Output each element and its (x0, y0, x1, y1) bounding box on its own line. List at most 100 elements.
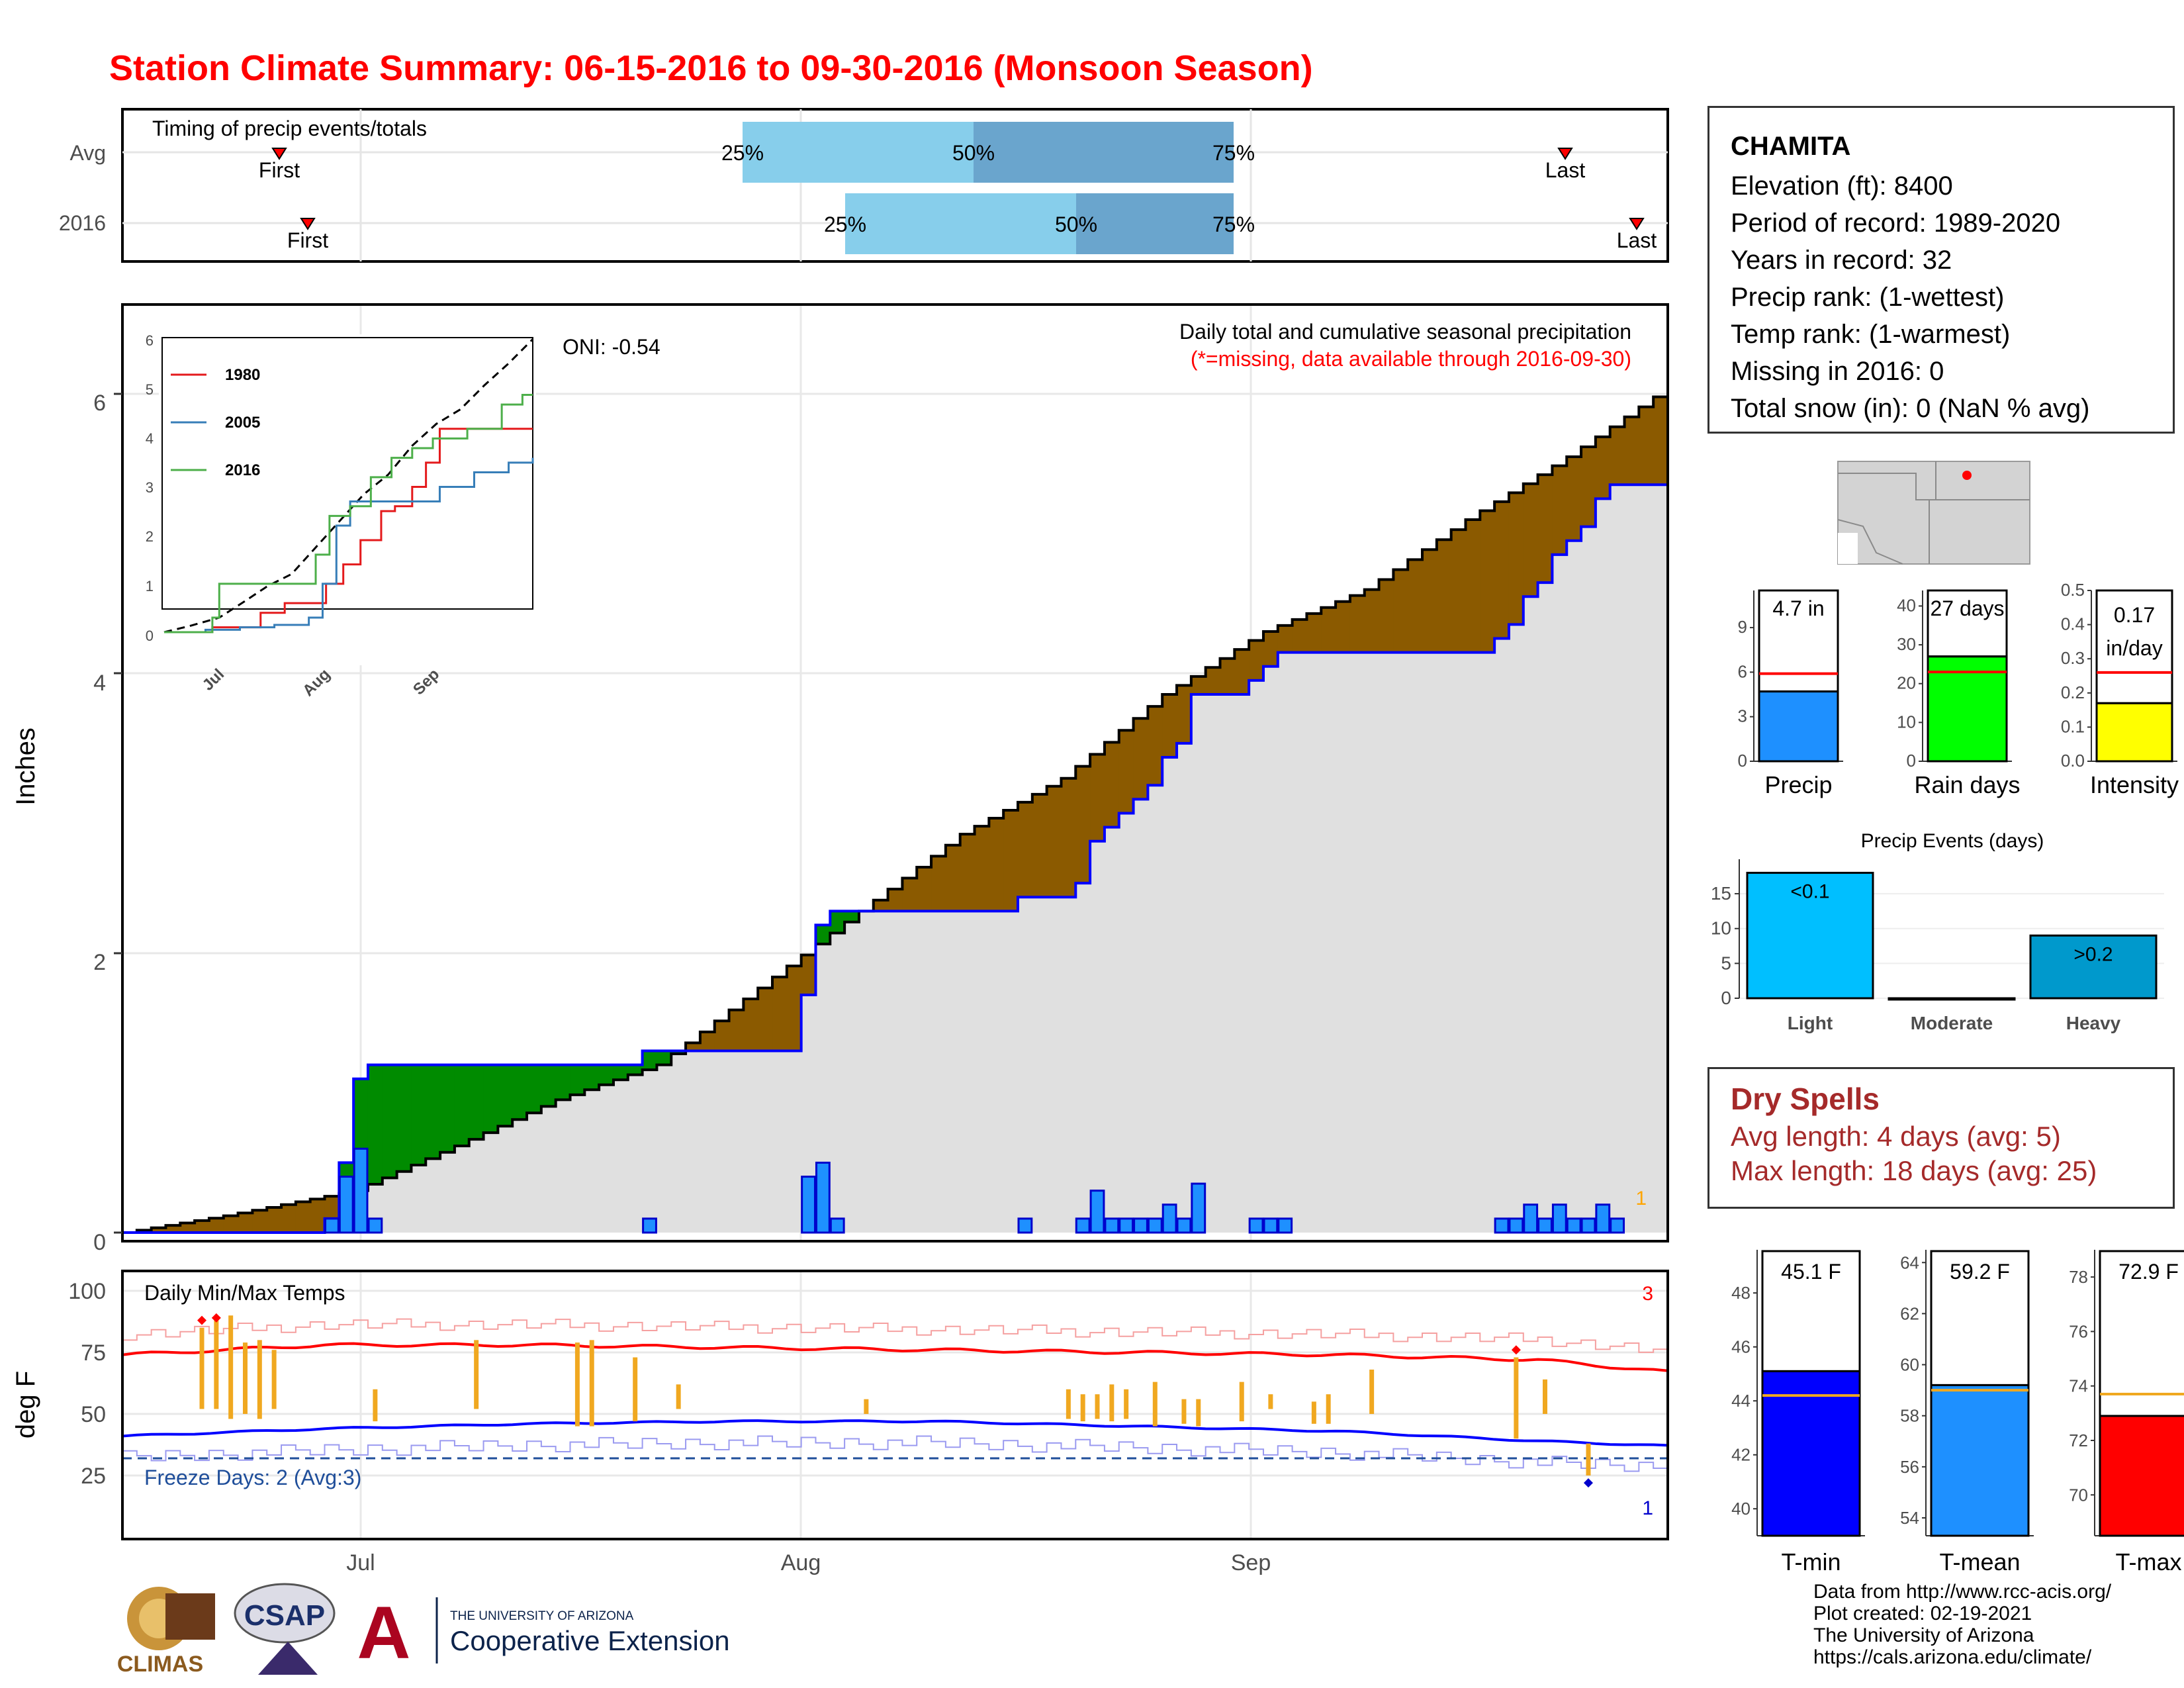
surplus-area (642, 1051, 658, 1070)
temp-summary-ytick: 72 (2069, 1430, 2088, 1450)
deficit-area (1364, 589, 1380, 653)
surplus-area (627, 1064, 643, 1075)
deficit-area (1205, 667, 1221, 695)
daily-precip-bar (1277, 1217, 1293, 1234)
ytick-label: 0 (93, 1230, 106, 1251)
deficit-area (208, 1218, 224, 1233)
state-border (1838, 473, 1930, 564)
y2016-first-label: First (287, 228, 328, 252)
dry-spells-max: Max length: 18 days (avg: 25) (1731, 1155, 2097, 1186)
events-bar (1888, 997, 2016, 1001)
deficit-area (180, 1223, 195, 1233)
temp-summary-ytick: 70 (2069, 1485, 2088, 1505)
deficit-area (714, 1021, 730, 1051)
timing-panel: Timing of precip events/totals Avg 2016 … (59, 108, 1669, 263)
surplus-area (426, 1064, 441, 1159)
station-line: Years in record: 32 (1731, 246, 1952, 275)
deficit-area (1003, 810, 1019, 912)
deficit-area (1017, 802, 1033, 898)
deficit-area (1436, 539, 1452, 653)
temp-value-bar (2099, 1415, 2184, 1537)
precip-yticks: 0 2 4 6 (93, 391, 106, 1251)
surplus-area (844, 911, 860, 922)
map-outside (1838, 533, 1858, 564)
temp-value-bar (1930, 1383, 2030, 1537)
summary-ytick: 0 (1738, 751, 1747, 771)
temp-summary-bar-1: 54 56 58 60 62 64 59.2 F T-mean (1900, 1250, 2034, 1575)
deficit-area (801, 955, 817, 996)
inset-ytick: 1 (146, 578, 154, 594)
ytick-label: 4 (93, 671, 106, 696)
surplus-area (541, 1064, 557, 1107)
temp-summary-ytick: 40 (1731, 1499, 1751, 1519)
summary-value-bar (1927, 655, 2008, 763)
deficit-area (1379, 579, 1394, 653)
deficit-area (1177, 685, 1192, 743)
summary-value-bar (1758, 690, 1839, 763)
deficit-area (772, 976, 788, 1051)
min-record-count: 1 (1642, 1497, 1653, 1519)
summary-value-label: 0.17 (2114, 603, 2155, 627)
events-ytick: 15 (1711, 883, 1731, 904)
oni-label: ONI: -0.54 (563, 335, 660, 359)
avg-p50-label: 50% (952, 141, 995, 165)
deficit-area (729, 1009, 744, 1051)
record-max-marker (211, 1313, 221, 1323)
events-ytick: 0 (1721, 988, 1731, 1008)
deficit-area (151, 1227, 167, 1233)
station-line: Temp rank: (1-warmest) (1731, 320, 2011, 349)
inset-legend: 1980 2005 2016 (171, 366, 260, 479)
events-ytick: 5 (1721, 953, 1731, 973)
temp-summary-bar-0: 40 42 44 46 48 45.1 F T-min (1731, 1250, 1865, 1575)
surplus-area (555, 1064, 571, 1100)
inset-chart: 0 1 2 3 4 5 6 Jul Aug Sep 1980 2005 2016 (146, 332, 536, 700)
ytick-label: 50 (81, 1402, 106, 1427)
deficit-area (743, 999, 758, 1051)
deficit-area (324, 1196, 340, 1219)
inset-series-2016 (164, 393, 533, 633)
precip-events-chart: Precip Events (days) 0 5 10 15 <0.1 Light Mode… (1711, 830, 2164, 1033)
max-record-count: 3 (1642, 1283, 1653, 1305)
record-max-marker (1511, 1345, 1521, 1355)
summary-ytick: 0.3 (2061, 648, 2085, 668)
deficit-area (1349, 595, 1365, 653)
inset-ytick: 2 (146, 528, 154, 545)
x-axis-labels: Jul Aug Sep (346, 1550, 1271, 1575)
inset-avg-line (163, 338, 534, 633)
events-category-label: Light (1788, 1013, 1833, 1033)
daily-precip-bar (1610, 1217, 1625, 1234)
daily-precip-bar (815, 1161, 831, 1234)
ua-small-text: THE UNIVERSITY OF ARIZONA (450, 1609, 634, 1623)
surplus-area (411, 1064, 426, 1166)
surplus-area (584, 1064, 600, 1090)
temp-summary-bar-2: 70 72 74 76 78 72.9 F T-max (2069, 1250, 2184, 1575)
temp-bar-name: T-mean (1939, 1548, 2020, 1575)
daily-precip-bar (1133, 1217, 1148, 1234)
summary-bar-1: 0 10 20 30 40 27 days Rain days (1897, 589, 2021, 798)
deficit-area (223, 1215, 239, 1233)
events-category-label: Moderate (1911, 1013, 1993, 1033)
record-max-line (122, 1318, 1668, 1353)
cumulative-2016-line (122, 483, 1668, 1234)
summary-ytick: 3 (1738, 706, 1747, 726)
daily-precip-bar (1176, 1217, 1192, 1234)
deficit-area (1220, 658, 1235, 695)
freeze-days: Freeze Days: 2 (Avg:3) (144, 1466, 361, 1489)
temp-summary-ytick: 60 (1900, 1355, 1919, 1375)
temp-summary-ytick: 58 (1900, 1406, 1919, 1426)
deficit-area (1061, 778, 1076, 898)
ytick-label: 25 (81, 1464, 106, 1489)
temp-value-bar (1761, 1370, 1861, 1537)
y2016-last-marker (1629, 218, 1645, 230)
temp-summary-ytick: 42 (1731, 1445, 1751, 1465)
summary-value-label: 27 days (1930, 596, 2004, 620)
temp-summary-ytick: 56 (1900, 1457, 1919, 1477)
temp-panel-bg (122, 1271, 1668, 1539)
y2016-first-marker (300, 218, 316, 230)
temp-summary-ytick: 64 (1900, 1252, 1919, 1272)
station-location-marker (1962, 471, 1972, 480)
surplus-area (469, 1064, 484, 1140)
precip-ylabel: Inches (11, 727, 40, 806)
y2016-last-label: Last (1617, 228, 1657, 252)
deficit-area (1537, 475, 1553, 583)
